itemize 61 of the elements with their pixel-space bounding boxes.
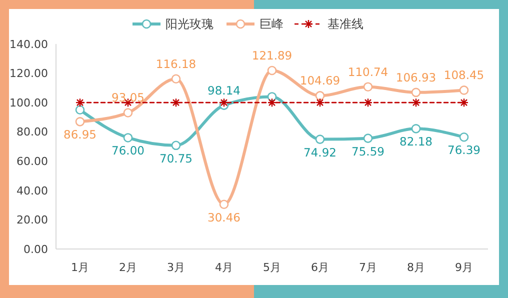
data-label: 116.18 bbox=[156, 56, 196, 71]
point bbox=[123, 133, 133, 142]
data-label: 121.89 bbox=[252, 48, 292, 63]
point bbox=[459, 132, 469, 142]
x-tick-label: 2月 bbox=[119, 261, 137, 274]
legend-label: 巨峰 bbox=[260, 17, 284, 32]
data-label: 70.75 bbox=[160, 151, 192, 166]
point bbox=[171, 98, 181, 108]
point bbox=[363, 98, 373, 108]
data-label: 82.18 bbox=[400, 134, 432, 149]
point bbox=[411, 88, 421, 98]
point bbox=[267, 66, 277, 76]
data-label: 110.74 bbox=[348, 64, 388, 79]
y-tick-label: 20.00 bbox=[16, 214, 48, 227]
y-tick-label: 120.00 bbox=[10, 67, 48, 80]
x-tick-label: 5月 bbox=[263, 261, 281, 274]
x-tick-label: 6月 bbox=[311, 261, 329, 274]
point bbox=[315, 91, 325, 100]
point bbox=[267, 92, 277, 102]
data-label: 75.59 bbox=[352, 144, 384, 158]
point bbox=[315, 134, 325, 144]
point bbox=[363, 82, 373, 92]
point bbox=[75, 117, 85, 126]
y-tick-label: 80.00 bbox=[16, 126, 48, 139]
point bbox=[219, 200, 229, 210]
legend-label: 基准线 bbox=[328, 17, 364, 32]
point bbox=[363, 134, 373, 143]
point bbox=[315, 98, 325, 108]
data-label: 106.93 bbox=[396, 70, 436, 84]
data-label: 74.92 bbox=[304, 145, 336, 160]
point bbox=[75, 98, 85, 108]
y-tick-label: 100.00 bbox=[10, 96, 48, 110]
point bbox=[171, 74, 181, 84]
y-tick-label: 0.00 bbox=[24, 242, 48, 256]
data-label: 76.39 bbox=[448, 143, 480, 158]
point bbox=[459, 86, 469, 95]
y-tick-label: 140.00 bbox=[10, 38, 48, 51]
x-tick-label: 1月 bbox=[71, 261, 89, 274]
y-tick-label: 40.00 bbox=[16, 184, 48, 198]
data-label: 108.45 bbox=[444, 68, 484, 82]
point bbox=[459, 98, 469, 108]
x-tick-label: 3月 bbox=[167, 261, 185, 274]
point bbox=[411, 98, 421, 108]
legend-label: 阳光玫瑰 bbox=[166, 17, 214, 32]
point bbox=[219, 98, 229, 108]
data-label: 76.00 bbox=[112, 144, 144, 158]
y-tick-label: 60.00 bbox=[16, 154, 48, 168]
data-label: 98.14 bbox=[208, 83, 240, 98]
x-tick-label: 7月 bbox=[359, 261, 377, 274]
point bbox=[123, 108, 133, 118]
point bbox=[411, 124, 421, 134]
data-label: 86.95 bbox=[64, 128, 96, 142]
x-tick-label: 9月 bbox=[455, 261, 473, 274]
point bbox=[171, 140, 181, 150]
x-tick-label: 4月 bbox=[215, 261, 233, 274]
data-label: 93.05 bbox=[112, 90, 144, 105]
point bbox=[75, 105, 85, 115]
x-tick-label: 8月 bbox=[407, 261, 425, 274]
data-label: 30.46 bbox=[208, 210, 240, 224]
data-label: 104.69 bbox=[300, 74, 340, 88]
point bbox=[267, 98, 277, 108]
